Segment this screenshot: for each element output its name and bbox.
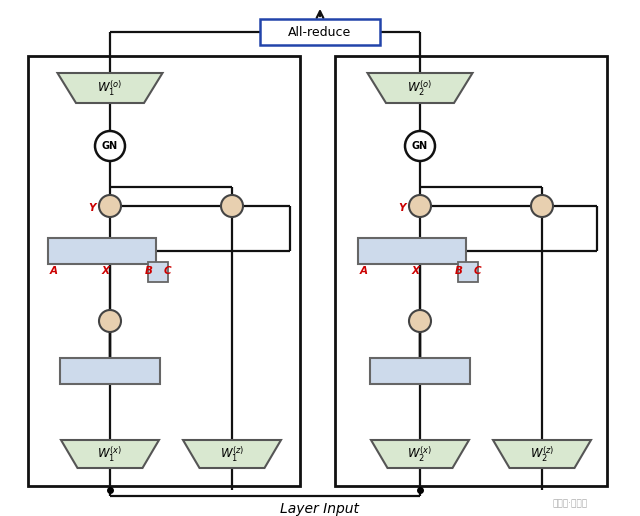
Text: C: C: [163, 266, 171, 276]
Text: X: X: [102, 266, 110, 276]
Text: $W_1^{(o)}$: $W_1^{(o)}$: [97, 78, 123, 98]
Text: $W_1^{(z)}$: $W_1^{(z)}$: [220, 444, 244, 464]
Text: X: X: [412, 266, 420, 276]
Text: C: C: [473, 266, 481, 276]
Polygon shape: [367, 73, 472, 103]
Circle shape: [409, 310, 431, 332]
Text: B: B: [145, 266, 153, 276]
Bar: [358, 238, 466, 264]
Circle shape: [99, 195, 121, 217]
Circle shape: [531, 195, 553, 217]
Text: Y: Y: [399, 203, 406, 213]
Circle shape: [95, 131, 125, 161]
Bar: [458, 262, 478, 282]
Text: Y: Y: [88, 203, 96, 213]
Polygon shape: [61, 440, 159, 468]
Text: B: B: [455, 266, 463, 276]
Bar: [148, 262, 168, 282]
Circle shape: [221, 195, 243, 217]
Text: $W_2^{(z)}$: $W_2^{(z)}$: [530, 444, 554, 464]
Text: $W_2^{(o)}$: $W_2^{(o)}$: [408, 78, 433, 98]
Circle shape: [409, 195, 431, 217]
Circle shape: [99, 310, 121, 332]
Bar: [335, 56, 607, 486]
Text: GN: GN: [412, 141, 428, 151]
Bar: [48, 238, 156, 264]
Bar: [260, 19, 380, 45]
Polygon shape: [493, 440, 591, 468]
Text: GN: GN: [102, 141, 118, 151]
Text: A: A: [50, 266, 58, 276]
Polygon shape: [58, 73, 163, 103]
Bar: [60, 358, 160, 384]
Bar: [370, 358, 470, 384]
Text: 公众号·量子位: 公众号·量子位: [552, 499, 588, 508]
Polygon shape: [371, 440, 469, 468]
Text: All-reduce: All-reduce: [289, 25, 351, 39]
Bar: [28, 56, 300, 486]
Text: Layer Input: Layer Input: [280, 502, 360, 516]
Text: $W_2^{(x)}$: $W_2^{(x)}$: [408, 444, 433, 464]
Circle shape: [405, 131, 435, 161]
Text: $W_1^{(x)}$: $W_1^{(x)}$: [97, 444, 122, 464]
Polygon shape: [183, 440, 281, 468]
Text: A: A: [360, 266, 368, 276]
